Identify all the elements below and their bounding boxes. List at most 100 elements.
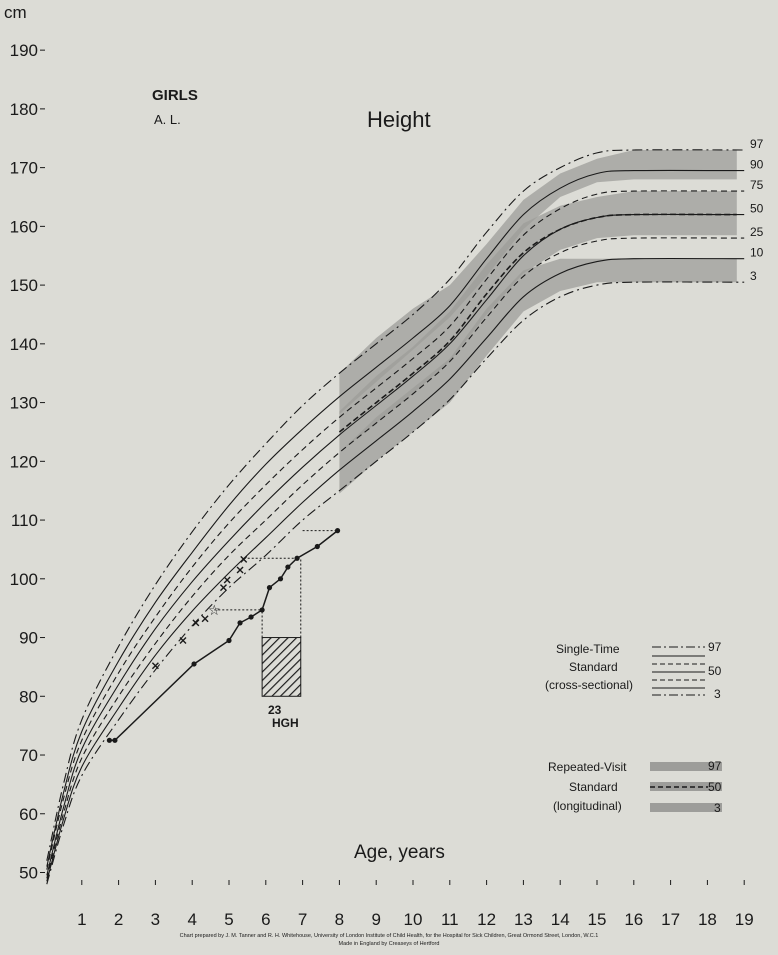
x-tick-12: 12	[477, 910, 496, 929]
x-tick-13: 13	[514, 910, 533, 929]
y-tick-80: 80	[19, 687, 38, 706]
height-age-point-3	[201, 615, 209, 623]
x-tick-3: 3	[151, 910, 160, 929]
legend-repeated-line3: (longitudinal)	[553, 799, 622, 813]
x-tick-9: 9	[371, 910, 380, 929]
credit-line-2: Made in England by Creaseys of Hertford	[339, 941, 440, 947]
legend-repeated-3: 3	[714, 801, 721, 815]
centile-label-75: 75	[750, 178, 764, 192]
sex-label: GIRLS	[152, 87, 198, 104]
patient-point-6	[259, 607, 265, 613]
y-tick-110: 110	[11, 511, 38, 530]
height-age-point-7	[240, 555, 248, 563]
height-age-point-5	[223, 576, 231, 584]
legend-single-time-line1: Single-Time	[556, 642, 620, 656]
legend-single-50: 50	[708, 664, 722, 678]
y-tick-150: 150	[10, 276, 38, 295]
height-age-point-0	[151, 662, 159, 670]
legend-single-97: 97	[708, 640, 722, 654]
legend-single-time: Single-Time Standard (cross-sectional) 9…	[545, 640, 722, 701]
y-tick-130: 130	[10, 394, 38, 413]
height-age-point-1	[179, 636, 187, 644]
y-tick-170: 170	[10, 159, 38, 178]
y-axis-unit: cm	[4, 3, 27, 22]
patient-point-12	[334, 528, 341, 534]
patient-point-8	[277, 576, 284, 582]
x-tick-5: 5	[224, 910, 233, 929]
height-age-point-4	[219, 584, 227, 592]
patient-point-11	[314, 543, 320, 550]
x-tick-17: 17	[661, 910, 680, 929]
centile-curve-97	[46, 149, 745, 861]
y-tick-120: 120	[10, 452, 38, 471]
x-tick-7: 7	[298, 910, 307, 929]
y-tick-70: 70	[19, 746, 38, 765]
legend-repeated-50: 50	[708, 780, 722, 794]
centile-label-50: 50	[750, 202, 764, 216]
centile-curve-3	[46, 281, 745, 885]
x-tick-16: 16	[624, 910, 643, 929]
centile-label-90: 90	[750, 158, 764, 172]
legend-single-time-line3: (cross-sectional)	[545, 678, 633, 692]
y-tick-140: 140	[10, 335, 38, 354]
legend-repeated-visit: Repeated-Visit Standard (longitudinal) 9…	[548, 759, 722, 815]
legend-single-3: 3	[714, 687, 721, 701]
hgh-treatment-box	[261, 637, 302, 697]
patient-point-1	[112, 737, 118, 743]
legend-repeated-97: 97	[708, 759, 722, 773]
patient-point-10	[294, 555, 300, 561]
patient-initials: A. L.	[154, 112, 181, 127]
chart-title: Height	[367, 107, 431, 132]
x-tick-15: 15	[588, 910, 607, 929]
credit-line-1: Chart prepared by J. M. Tanner and R. H.…	[180, 933, 599, 939]
patient-point-5	[248, 614, 254, 620]
legend-band-3	[650, 803, 722, 812]
y-tick-190: 190	[10, 41, 38, 60]
treatment-label: HGH	[272, 716, 299, 730]
patient-point-3	[226, 637, 232, 644]
x-tick-19: 19	[735, 910, 754, 929]
y-tick-180: 180	[10, 100, 38, 119]
centile-curve-90	[46, 169, 745, 867]
x-tick-6: 6	[261, 910, 270, 929]
y-tick-100: 100	[10, 570, 38, 589]
height-age-point-2	[192, 619, 200, 627]
centile-curve-25	[46, 237, 745, 879]
patient-point-7	[266, 585, 273, 591]
centile-label-3: 3	[750, 269, 757, 283]
legend-repeated-line1: Repeated-Visit	[548, 760, 627, 774]
patient-point-0	[106, 737, 112, 743]
legend-repeated-line2: Standard	[569, 780, 618, 794]
longitudinal-line-50	[338, 213, 737, 433]
centile-label-97: 97	[750, 137, 764, 151]
y-tick-60: 60	[19, 805, 38, 824]
x-tick-2: 2	[114, 910, 123, 929]
patient-height-line	[109, 530, 339, 742]
y-tick-50: 50	[19, 864, 38, 883]
x-tick-14: 14	[551, 910, 570, 929]
x-tick-11: 11	[441, 910, 459, 929]
height-age-star: ☆	[208, 602, 221, 618]
centile-label-25: 25	[750, 225, 764, 239]
height-age-point-6	[236, 566, 244, 574]
centile-curve-75	[46, 190, 745, 870]
patient-point-2	[191, 661, 197, 667]
legend-single-time-line2: Standard	[569, 660, 618, 674]
patient-point-9	[285, 564, 291, 570]
treatment-number: 23	[268, 703, 282, 717]
x-tick-18: 18	[698, 910, 717, 929]
centile-curve-10	[46, 257, 745, 882]
x-tick-8: 8	[335, 910, 344, 929]
legend-band-97	[650, 762, 722, 771]
x-tick-10: 10	[404, 910, 423, 929]
x-tick-4: 4	[187, 910, 196, 929]
y-tick-160: 160	[10, 217, 38, 236]
centile-curve-50	[46, 213, 745, 876]
centile-label-10: 10	[750, 246, 764, 260]
x-axis-label: Age, years	[354, 842, 445, 863]
y-tick-90: 90	[19, 629, 38, 648]
x-tick-1: 1	[77, 910, 86, 929]
patient-point-4	[237, 620, 243, 626]
